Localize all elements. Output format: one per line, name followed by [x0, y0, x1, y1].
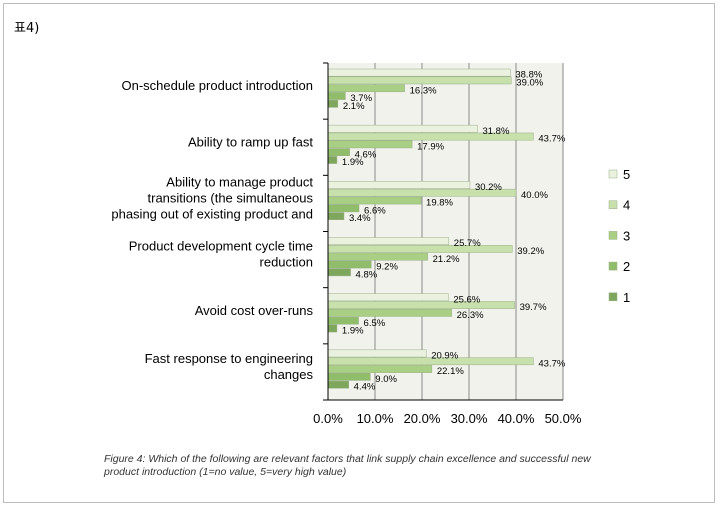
bar-series-2 [327, 204, 360, 213]
legend-swatch-2 [608, 261, 618, 271]
bar-series-1 [327, 156, 338, 164]
bar-series-3 [327, 196, 422, 205]
data-label: 31.8% [482, 126, 509, 137]
data-label: 9.2% [376, 262, 398, 273]
bar-series-3 [327, 84, 405, 93]
figure-caption: Figure 4: Which of the following are rel… [104, 453, 591, 478]
bar-series-5 [327, 293, 449, 302]
bar-series-1 [327, 212, 345, 220]
bar-series-5 [327, 181, 471, 189]
bar-series-2 [327, 92, 346, 100]
x-tick-label: 30.0% [451, 411, 488, 426]
bar-series-3 [327, 365, 433, 373]
legend-swatch-1 [608, 292, 618, 302]
data-label: 6.6% [364, 205, 386, 216]
bar-series-4 [327, 76, 512, 85]
data-label: 1.9% [342, 157, 364, 168]
legend-label-5: 5 [623, 167, 630, 182]
data-label: 2.1% [343, 101, 365, 112]
category-label: Ability to ramp up fast [188, 134, 313, 149]
data-label: 20.9% [431, 351, 458, 362]
bar-series-3 [327, 309, 452, 317]
data-label: 4.8% [356, 269, 378, 280]
bar-series-3 [327, 252, 428, 261]
legend-swatch-5 [608, 169, 618, 179]
bar-series-4 [327, 245, 513, 253]
data-label: 26.3% [457, 310, 484, 321]
legend-label-2: 2 [623, 259, 630, 274]
data-label: 3.4% [349, 213, 371, 224]
category-label: transitions (the simultaneous [148, 190, 314, 205]
legend-swatch-3 [608, 231, 618, 240]
header-label: 표4) [14, 21, 40, 36]
bar-series-5 [327, 124, 478, 133]
bar-series-1 [327, 99, 339, 108]
data-label: 22.1% [437, 366, 464, 377]
x-tick-label: 0.0% [313, 411, 343, 426]
data-label: 30.2% [475, 182, 502, 193]
category-label: Fast response to engineering [145, 351, 313, 366]
data-label: 25.7% [454, 238, 481, 249]
legend-label-4: 4 [623, 198, 630, 213]
data-label: 25.6% [453, 294, 480, 305]
category-label: reduction [260, 255, 313, 270]
data-label: 39.0% [516, 78, 543, 89]
category-label: phasing out of existing product and [111, 206, 313, 221]
category-label: Ability to manage product [166, 174, 313, 189]
bar-series-1 [327, 324, 338, 333]
bar-series-2 [327, 148, 350, 157]
category-label: changes [264, 367, 314, 382]
bar-series-5 [327, 68, 511, 77]
data-label: 4.6% [355, 149, 377, 160]
legend-label-3: 3 [623, 228, 630, 243]
x-tick-label: 20.0% [404, 411, 441, 426]
data-label: 40.0% [521, 190, 548, 201]
data-label: 6.5% [364, 318, 386, 329]
bar-series-2 [327, 372, 371, 381]
plot-area [328, 63, 563, 400]
data-label: 43.7% [538, 358, 565, 369]
legend-swatch-4 [608, 200, 618, 209]
category-label: Product development cycle time [129, 239, 313, 254]
x-tick-label: 10.0% [357, 411, 394, 426]
bar-series-5 [327, 349, 427, 358]
x-tick-label: 50.0% [545, 411, 582, 426]
data-label: 21.2% [433, 254, 460, 265]
bar-series-2 [327, 260, 372, 269]
category-label: On-schedule product introduction [121, 78, 313, 93]
data-label: 39.7% [520, 302, 547, 313]
data-label: 43.7% [538, 134, 565, 145]
bar-series-2 [327, 316, 359, 325]
data-label: 9.0% [375, 374, 397, 385]
bar-series-5 [327, 237, 450, 245]
data-label: 1.9% [342, 326, 364, 337]
x-tick-label: 40.0% [498, 411, 535, 426]
legend-label-1: 1 [623, 290, 630, 305]
bar-series-4 [327, 301, 515, 309]
data-label: 19.8% [426, 198, 453, 209]
data-label: 3.7% [350, 93, 372, 104]
data-label: 4.4% [354, 382, 376, 393]
bar-series-1 [327, 268, 351, 277]
data-label: 16.3% [410, 85, 437, 96]
data-label: 39.2% [517, 246, 544, 257]
bar-series-3 [327, 140, 413, 149]
data-label: 17.9% [417, 141, 444, 152]
category-label: Avoid cost over-runs [195, 303, 314, 318]
data-label: 38.8% [515, 70, 542, 81]
figure-frame [3, 3, 715, 503]
bar-series-1 [327, 380, 349, 389]
